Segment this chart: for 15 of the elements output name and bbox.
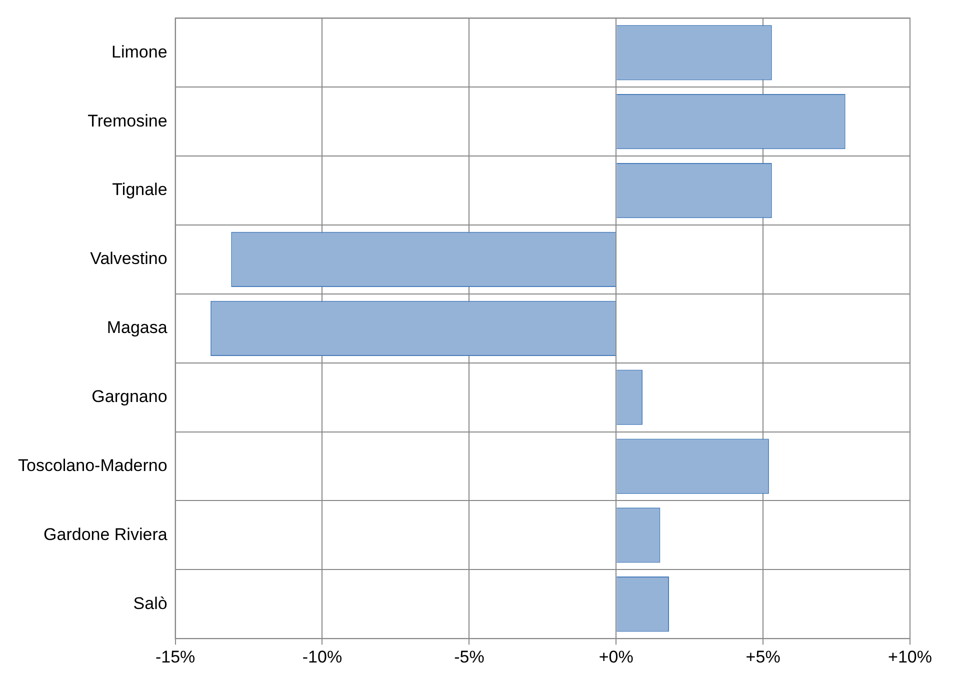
x-tick-label: -5% — [454, 647, 484, 666]
y-tick-label: Valvestino — [90, 249, 168, 268]
x-tick-label: -15% — [155, 647, 196, 666]
x-tick-label: +10% — [888, 647, 932, 666]
y-tick-label: Salò — [133, 594, 168, 613]
y-tick-label: Toscolano-Maderno — [18, 456, 168, 475]
y-tick-label: Tremosine — [88, 111, 168, 130]
x-tick-label: +5% — [746, 647, 780, 666]
y-tick-label: Gargnano — [92, 387, 168, 406]
y-tick-label: Magasa — [106, 318, 168, 338]
x-tick-label: +0% — [598, 647, 634, 666]
y-tick-label: Tignale — [112, 180, 168, 200]
y-tick-label: Limone — [112, 42, 168, 62]
y-tick-label: Gardone Riviera — [44, 524, 168, 544]
x-tick-label: -10% — [302, 647, 342, 666]
